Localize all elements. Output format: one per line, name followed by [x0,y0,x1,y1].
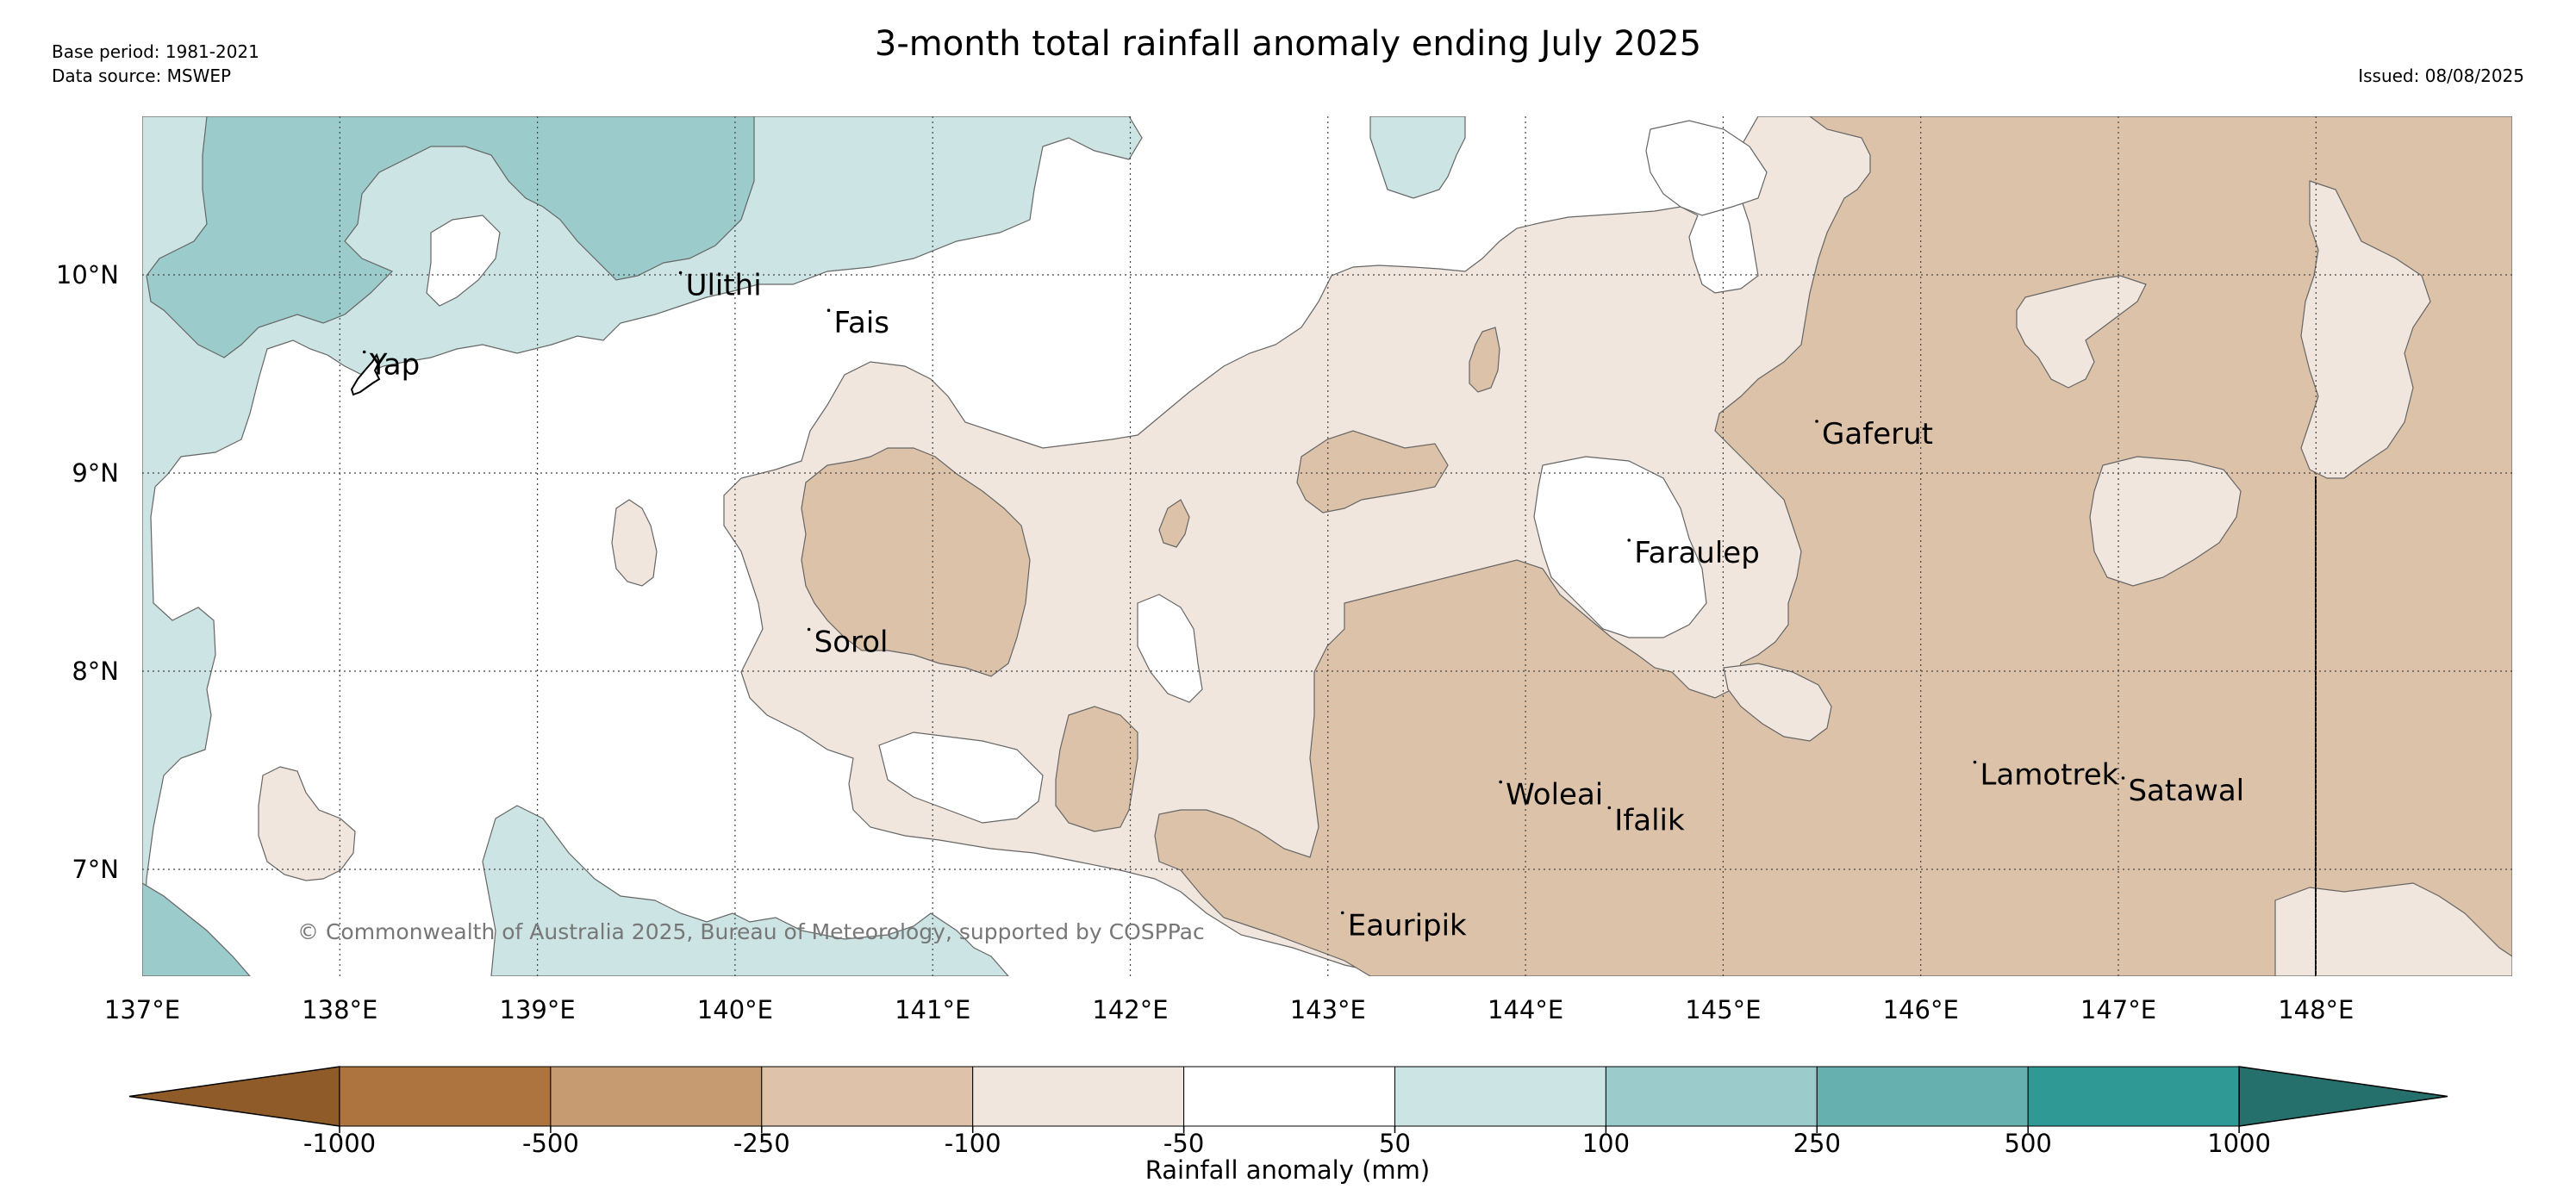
colorbar-cell [339,1066,552,1127]
longitude-tick-label: 142°E [1092,995,1168,1024]
colorbar-tick-label: 50 [1379,1129,1411,1158]
longitude-tick-label: 145°E [1685,995,1761,1024]
colorbar-cell [1183,1066,1395,1127]
island-marker [807,627,811,632]
island-marker [1499,780,1502,784]
issued-date: Issued: 08/08/2025 [2358,65,2524,86]
longitude-tick-label: 141°E [895,995,970,1024]
place-label-ulithi: Ulithi [686,269,762,303]
base-period: Base period: 1981-2021 [52,41,259,62]
dry-region-250 [1158,499,1190,548]
colorbar-tick-label: -500 [522,1129,579,1158]
island-marker [1815,420,1818,423]
place-label-ifalik: Ifalik [1614,804,1685,838]
wet-region-100 [142,116,1143,976]
island-marker [826,308,831,313]
dry-region-100 [611,499,658,587]
colorbar-tick-label: -250 [733,1129,790,1158]
dry-region-100 [258,766,356,881]
dry-region-100 [2300,180,2431,479]
colorbar-cell [1394,1066,1606,1127]
longitude-tick-label: 143°E [1290,995,1366,1024]
place-label-eauripik: Eauripik [1348,908,1467,943]
data-source: Data source: MSWEP [52,65,232,86]
dry-region-250 [1296,430,1449,514]
longitude-tick-label: 137°E [104,995,180,1024]
colorbar-tick-label: 100 [1582,1129,1630,1158]
longitude-tick-label: 140°E [697,995,773,1024]
dry-region-100 [1723,663,1832,742]
dry-region-250 [1154,116,2512,976]
latitude-tick-label: 9°N [72,458,119,488]
colorbar-tick-label: -100 [945,1129,1001,1158]
place-label-fais: Fais [834,306,889,340]
wet-region-250 [146,116,755,358]
dry-region-250 [1469,327,1500,393]
latitude-tick-label: 10°N [56,260,119,289]
neutral-region [878,731,1044,824]
place-label-yap: Yap [369,348,421,383]
dry-region-100 [2016,275,2147,389]
longitude-tick-label: 144°E [1488,995,1563,1024]
dry-region-100 [2274,882,2512,976]
gridlines [142,116,2512,976]
map-title: 3-month total rainfall anomaly ending Ju… [874,24,1702,64]
place-label-sorol: Sorol [814,626,889,660]
longitude-tick-label: 147°E [2080,995,2156,1024]
latitude-labels: 10°N 9°N 8°N 7°N [56,260,119,884]
dry-region-100 [2089,456,2242,587]
colorbar-cell [2027,1066,2240,1127]
colorbar-cell [972,1066,1185,1127]
island-marker [1627,538,1631,542]
copyright-notice: © Commonwealth of Australia 2025, Bureau… [297,919,1205,944]
neutral-region [426,215,501,307]
longitude-tick-label: 146°E [1883,995,1959,1024]
place-label-gaferut: Gaferut [1822,417,1933,451]
neutral-region [1645,120,1768,216]
place-label-satawal: Satawal [2128,774,2244,808]
colorbar-cell [1816,1066,2029,1127]
island-marker [678,271,683,275]
colorbar-tick-label: 250 [1793,1129,1841,1158]
longitude-tick-label: 148°E [2278,995,2354,1024]
island-marker [2121,776,2125,780]
yap-island [350,352,381,396]
colorbar-tick-label: 500 [2005,1129,2052,1158]
wet-region-100 [1369,116,1466,199]
neutral-region [1533,456,1707,638]
dry-region-250 [801,447,1031,677]
island-marker [1607,806,1612,810]
colorbar-cell [550,1066,763,1127]
place-label-faraulep: Faraulep [1634,536,1760,570]
longitude-tick-label: 138°E [302,995,377,1024]
colorbar-tick-label: -50 [1163,1129,1204,1158]
latitude-tick-label: 8°N [72,657,119,686]
island-marker [1340,911,1344,915]
place-labels: Ulithi Fais Yap Gaferut Faraulep Sorol Woleai I… [362,269,2244,943]
longitude-labels: 137°E 138°E 139°E 140°E 141°E 142°E 143°E 144°E… [104,995,2354,1024]
place-label-lamotrek: Lamotrek [1980,758,2118,793]
colorbar-cell [1605,1066,1818,1127]
wet-region-250 [142,882,251,976]
colorbar-cell [761,1066,974,1127]
colorbar-extend-low [128,1066,340,1127]
latitude-tick-label: 7°N [72,855,119,884]
colorbar-label: Rainfall anomaly (mm) [1145,1155,1431,1185]
dry-region-250 [1055,706,1138,832]
island-marker [1973,760,1977,764]
colorbar-tick-label: -1000 [303,1129,376,1158]
island-marker [362,350,366,354]
place-label-woleai: Woleai [1506,778,1603,812]
colorbar-tick-label: 1000 [2207,1129,2271,1158]
neutral-region [1137,594,1203,703]
wet-region-100 [482,805,1009,976]
longitude-tick-label: 139°E [500,995,576,1024]
colorbar-extend-high [2238,1066,2448,1127]
